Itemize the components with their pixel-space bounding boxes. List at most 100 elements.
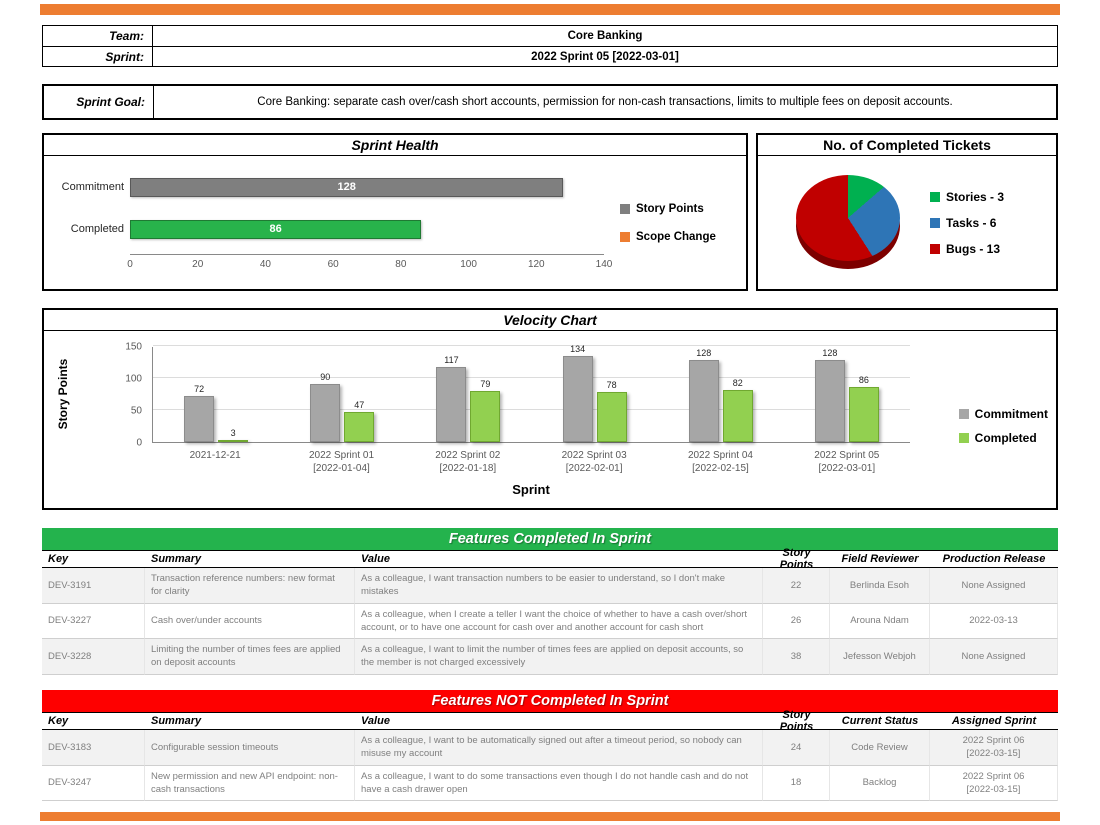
velocity-bar-completed: 79 [470,379,501,442]
header-cell: Story Points [763,709,830,733]
table-cell: Code Review [830,730,930,766]
velocity-bar-completed: 82 [722,378,753,442]
velocity-bar-completed: 47 [344,400,375,442]
sprint-health-x-axis: 0 20 40 60 80 100 120 140 [127,254,612,274]
x-tick-label: 60 [327,259,339,270]
bar-category-label: Commitment [61,181,124,193]
velocity-plot-area: 72 3 90 47 117 79 134 78 128 82 128 86 [152,344,910,443]
sprint-health-title: Sprint Health [44,135,746,156]
pie-legend-item: Stories - 3 [930,190,1004,204]
legend-swatch [958,409,969,419]
gridline [153,377,910,378]
bar-value-label: 117 [444,355,459,366]
legend-swatch [620,203,630,214]
legend-swatch [930,191,940,202]
table-cell: 2022-03-13 [930,603,1058,640]
sprint-health-plot: Commitment 128 Completed 86 0 20 40 60 80 100 120 1… [44,156,612,289]
header-cell: Assigned Sprint [930,712,1058,730]
velocity-chart-panel: Velocity Chart Story Points 0 50 100 150 72… [42,308,1058,510]
legend-label: Stories - 3 [946,189,1005,204]
sprint-goal-box: Sprint Goal: Core Banking: separate cash… [42,84,1058,120]
bar-value-label: 86 [858,374,869,385]
velocity-bar-commitment: 134 [562,344,593,442]
velocity-bar-commitment: 128 [688,348,719,442]
x-category-label: 2022 Sprint 03 [2022-02-01] [561,450,627,474]
table-cell: DEV-3228 [42,639,145,675]
velocity-chart: Story Points 0 50 100 150 72 3 90 47 117 79 134 78… [44,331,1056,508]
header-cell: Production Release [930,550,1058,568]
sprint-health-legend: Story Points Scope Change [604,156,746,289]
velocity-bar-commitment: 117 [436,355,467,442]
bar-track: 86 [130,219,604,239]
features-completed-table: Key Summary Value Story Points Field Reviewe… [42,547,1058,675]
velocity-bar-groups: 72 3 90 47 117 79 134 78 128 82 128 86 [153,344,910,442]
header-cell: Summary [145,550,355,568]
velocity-bar-completed: 78 [596,380,627,442]
header-cell: Story Points [763,547,830,571]
sprint-health-row: Completed 86 [44,208,604,250]
team-label: Team: [43,26,153,46]
velocity-bar-commitment: 128 [814,348,845,442]
velocity-x-axis-label: Sprint [512,482,550,497]
header-cell: Value [355,712,763,730]
gridline [153,345,910,346]
table-cell: DEV-3247 [42,765,145,802]
bar-value-label: 3 [230,428,236,438]
velocity-bar-completed: 3 [218,428,249,442]
table-cell: Berlinda Esoh [830,568,930,604]
velocity-legend-item: Completed [958,431,1048,445]
sprint-health-chart: Commitment 128 Completed 86 0 20 40 60 80 100 120 1… [44,156,746,289]
bar-track: 128 [130,177,604,197]
table-cell: Jefesson Webjoh [830,639,930,675]
sprint-health-bar-commitment: 128 [130,177,564,197]
velocity-bar-group: 117 79 [405,355,531,442]
legend-label: Bugs - 13 [946,241,1001,256]
legend-swatch [930,217,940,228]
tickets-pie-legend: Stories - 3 Tasks - 6 Bugs - 13 [930,190,1004,256]
table-cell: 24 [763,730,830,766]
bar-value-label: 78 [606,380,617,391]
table-cell: 22 [763,568,830,604]
x-tick-label: 80 [395,259,407,270]
bar-value-label: 90 [320,372,331,383]
y-tick-label: 100 [125,373,142,385]
table-cell: Arouna Ndam [830,603,930,640]
sprint-health-row: Commitment 128 [44,166,604,208]
velocity-legend: Commitment Completed [958,407,1048,445]
legend-label: Tasks - 6 [946,215,997,230]
x-tick-label: 100 [460,259,477,270]
sprint-goal-value: Core Banking: separate cash over/cash sh… [257,96,953,108]
team-sprint-table: Team: Core Banking Sprint: 2022 Sprint 0… [42,25,1058,67]
bar-value-label: 72 [194,383,205,394]
top-accent-bar [40,4,1060,15]
x-tick-label: 140 [595,259,613,270]
bar-value-label: 134 [570,344,586,355]
table-cell: DEV-3183 [42,730,145,766]
features-completed-header: Features Completed In Sprint [42,528,1058,550]
header-cell: Field Reviewer [830,550,930,568]
bar-value-label: 79 [480,379,491,390]
completed-tickets-panel: No. of Completed Tickets Stories - 3 Task… [756,133,1058,291]
legend-label: Commitment [974,407,1048,421]
table-cell: 26 [763,603,830,640]
table-cell: 18 [763,765,830,802]
table-cell: As a colleague, I want transaction numbe… [355,568,763,604]
team-value: Core Banking [567,30,643,42]
table-cell: Configurable session timeouts [145,730,355,766]
tickets-pie-chart [796,174,900,271]
legend-item: Story Points [620,203,746,215]
sprint-value: 2022 Sprint 05 [2022-03-01] [531,50,679,63]
x-category-label: 2022 Sprint 02 [2022-01-18] [435,450,501,474]
pie-legend-item: Bugs - 13 [930,242,1004,256]
header-cell: Current Status [830,712,930,730]
team-row: Team: Core Banking [43,26,1057,46]
table-cell: As a colleague, I want to limit the numb… [355,639,763,675]
gridline [153,409,910,410]
sprint-label: Sprint: [43,47,153,66]
x-category-label: 2021-12-21 [189,450,241,461]
sprint-health-panel: Sprint Health Commitment 128 Completed 86 0 2… [42,133,748,291]
legend-swatch [930,243,940,254]
legend-label: Completed [974,431,1037,445]
bar-value-label: 128 [822,348,838,359]
x-tick-label: 20 [192,259,204,270]
